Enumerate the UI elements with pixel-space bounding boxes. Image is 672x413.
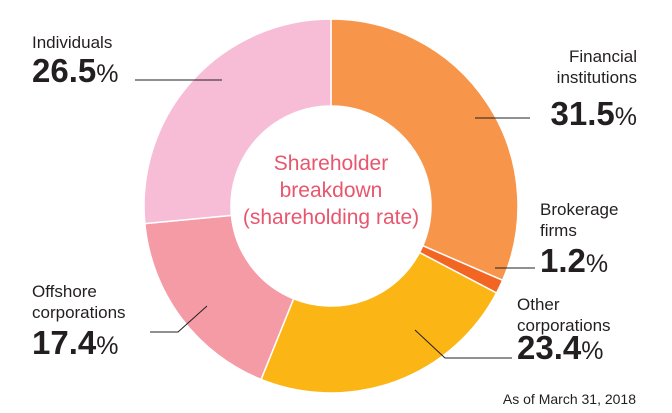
leader-line — [414, 329, 512, 359]
value-label: 23.4% — [517, 329, 603, 366]
category-label: Financial institutions — [557, 47, 637, 87]
slice — [144, 214, 295, 381]
chart-title: Shareholder breakdown (shareholding rate) — [243, 152, 419, 229]
value-label: 31.5% — [551, 95, 637, 132]
value-label: 26.5% — [32, 52, 118, 89]
category-label: Brokerage firms — [540, 200, 618, 240]
category-label: Other corporations — [517, 295, 611, 335]
category-label: Individuals — [32, 33, 112, 52]
slice — [260, 251, 498, 394]
slice — [330, 18, 519, 282]
slice — [143, 18, 332, 225]
category-label: Offshore corporations — [32, 282, 126, 322]
note: As of March 31, 2018 — [503, 391, 636, 407]
value-label: 17.4% — [32, 324, 118, 361]
value-label: 1.2% — [540, 242, 608, 279]
leader-line — [150, 305, 208, 333]
